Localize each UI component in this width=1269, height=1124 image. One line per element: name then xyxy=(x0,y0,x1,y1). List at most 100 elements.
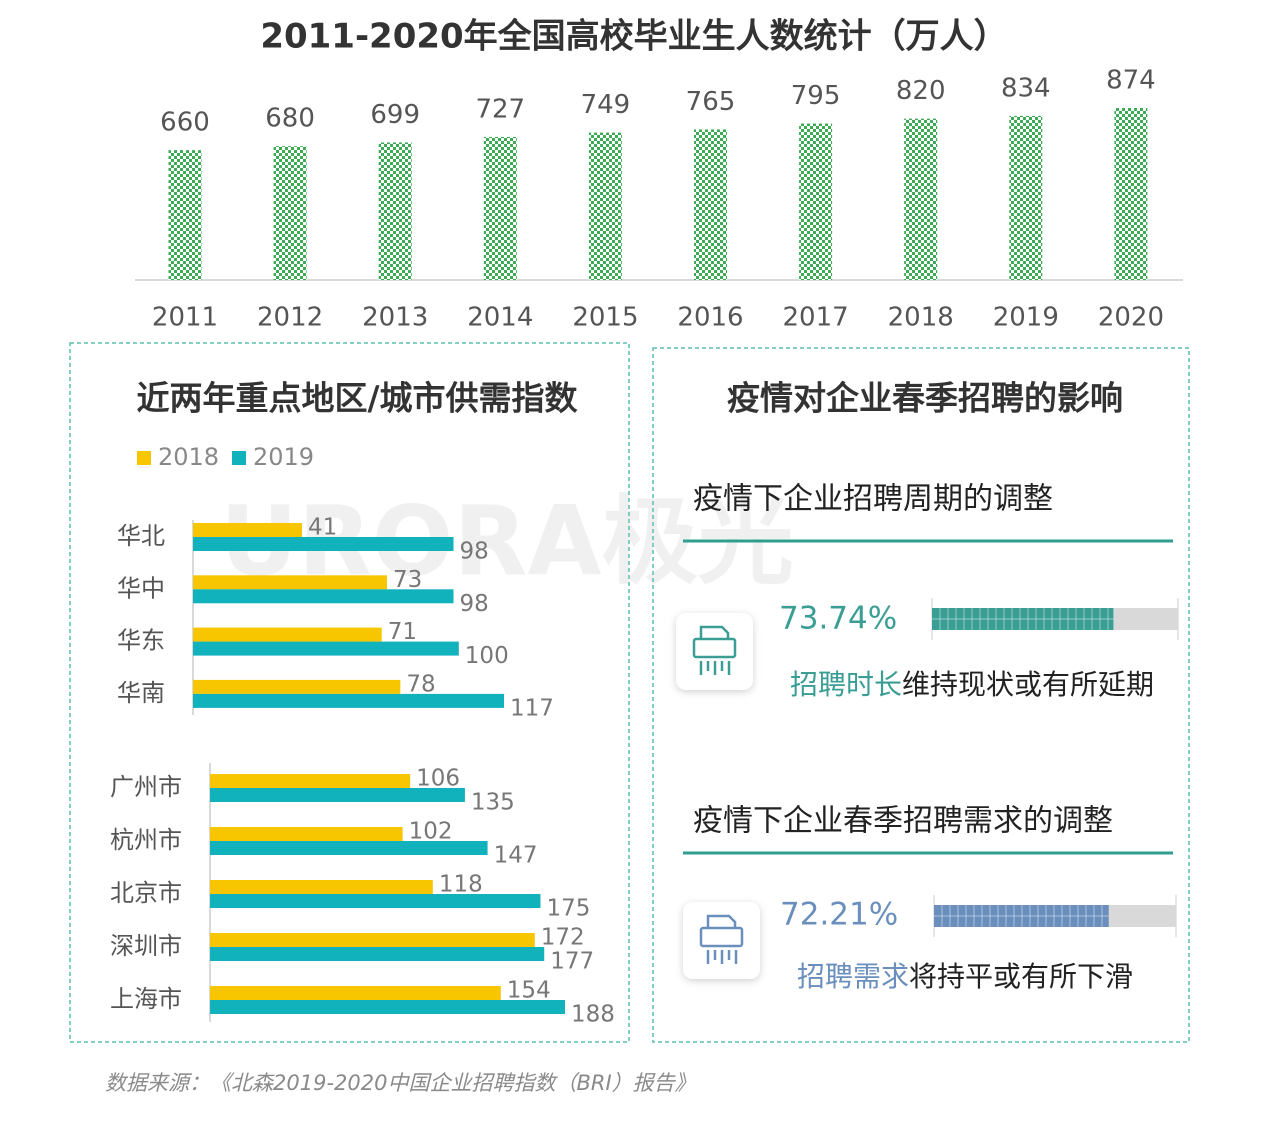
value-label: 154 xyxy=(507,978,551,1004)
y-tick-label: 深圳市 xyxy=(110,932,182,960)
source: 数据来源：《北森2019-2020中国企业招聘指数（BRI）报告》 xyxy=(105,1071,696,1095)
bar xyxy=(210,827,403,841)
x-tick-label: 2018 xyxy=(888,303,954,333)
bar xyxy=(904,118,938,280)
legend-swatch xyxy=(232,451,246,465)
value-label: 680 xyxy=(265,104,315,134)
value-label: 188 xyxy=(571,1002,615,1028)
value-label: 820 xyxy=(896,76,946,106)
bar xyxy=(1114,108,1148,280)
value-label: 78 xyxy=(406,671,435,697)
bar xyxy=(210,894,541,908)
value-label: 118 xyxy=(439,872,483,898)
icon xyxy=(676,613,753,690)
bar xyxy=(799,123,833,281)
value-label: 100 xyxy=(465,643,509,669)
bar xyxy=(193,575,388,590)
value-label: 98 xyxy=(459,539,488,565)
x-tick-label: 2019 xyxy=(993,303,1059,333)
left-panel xyxy=(69,342,630,1043)
panel-title: 疫情对企业春季招聘的影响 xyxy=(727,379,1123,418)
legend-swatch xyxy=(137,451,151,465)
legend-label: 2019 xyxy=(253,443,314,471)
right-panel xyxy=(652,347,1190,1043)
caption-highlight: 招聘需求 xyxy=(797,960,909,993)
section-heading: 疫情下企业春季招聘需求的调整 xyxy=(693,804,1113,839)
progress-fill xyxy=(932,608,1114,630)
value-label: 727 xyxy=(475,94,525,124)
bar xyxy=(193,641,459,656)
y-tick-label: 华中 xyxy=(117,574,165,602)
x-tick-label: 2012 xyxy=(257,303,323,333)
legend-label: 2018 xyxy=(158,443,219,471)
value-label: 73 xyxy=(393,567,422,593)
x-tick-label: 2011 xyxy=(152,303,218,333)
value-label: 147 xyxy=(494,843,538,869)
x-tick-label: 2016 xyxy=(677,303,743,333)
value-label: 106 xyxy=(416,766,460,792)
value-label: 102 xyxy=(409,819,453,845)
value-label: 41 xyxy=(308,515,337,541)
x-tick-label: 2020 xyxy=(1098,303,1164,333)
value-label: 172 xyxy=(541,925,585,951)
value-label: 749 xyxy=(581,90,631,120)
bar xyxy=(210,880,433,894)
bar xyxy=(273,146,307,280)
bar xyxy=(210,947,545,961)
chart-title: 2011-2020年全国高校毕业生人数统计（万人） xyxy=(260,17,1007,57)
bar xyxy=(378,142,412,280)
percent-label: 72.21% xyxy=(780,897,898,933)
y-tick-label: 华北 xyxy=(117,522,165,550)
value-label: 699 xyxy=(370,100,420,130)
chart-title: 近两年重点地区/城市供需指数 xyxy=(136,379,578,418)
y-tick-label: 华东 xyxy=(117,627,165,655)
x-tick-label: 2015 xyxy=(572,303,638,333)
icon xyxy=(683,902,760,979)
value-label: 874 xyxy=(1106,66,1156,96)
caption-text: 将持平或有所下滑 xyxy=(909,960,1133,993)
progress-fill xyxy=(934,905,1109,927)
x-tick-label: 2017 xyxy=(783,303,849,333)
value-label: 135 xyxy=(471,790,515,816)
bar xyxy=(483,136,517,280)
y-tick-label: 上海市 xyxy=(110,985,182,1013)
y-tick-label: 北京市 xyxy=(110,879,182,907)
bar xyxy=(168,150,202,280)
bar xyxy=(210,933,535,947)
y-tick-label: 广州市 xyxy=(110,773,182,801)
bar xyxy=(210,774,411,788)
y-tick-label: 华南 xyxy=(117,679,165,707)
bar xyxy=(193,589,454,604)
value-label: 117 xyxy=(510,695,554,721)
value-label: 834 xyxy=(1001,73,1051,103)
bar xyxy=(210,788,465,802)
value-label: 795 xyxy=(791,81,841,111)
bar xyxy=(193,693,504,708)
caption-text: 维持现状或有所延期 xyxy=(902,668,1154,701)
bar xyxy=(193,627,382,642)
value-label: 660 xyxy=(160,108,210,138)
x-tick-label: 2013 xyxy=(362,303,428,333)
bar xyxy=(210,986,501,1000)
caption: 招聘时长维持现状或有所延期 xyxy=(790,668,1154,701)
section-heading: 疫情下企业招聘周期的调整 xyxy=(693,482,1053,517)
y-tick-label: 杭州市 xyxy=(110,826,182,854)
bar xyxy=(193,523,302,537)
value-label: 765 xyxy=(686,87,736,117)
caption-highlight: 招聘时长 xyxy=(790,668,902,701)
value-label: 175 xyxy=(546,896,590,922)
bar xyxy=(1009,115,1043,280)
value-label: 71 xyxy=(388,619,417,645)
bar xyxy=(210,1000,565,1014)
bar xyxy=(193,537,454,551)
caption: 招聘需求将持平或有所下滑 xyxy=(797,960,1133,993)
x-tick-label: 2014 xyxy=(467,303,533,333)
bar xyxy=(193,679,401,694)
value-label: 177 xyxy=(550,949,594,975)
bar xyxy=(210,841,488,855)
bar xyxy=(588,132,622,280)
value-label: 98 xyxy=(459,591,488,617)
percent-label: 73.74% xyxy=(779,601,897,637)
